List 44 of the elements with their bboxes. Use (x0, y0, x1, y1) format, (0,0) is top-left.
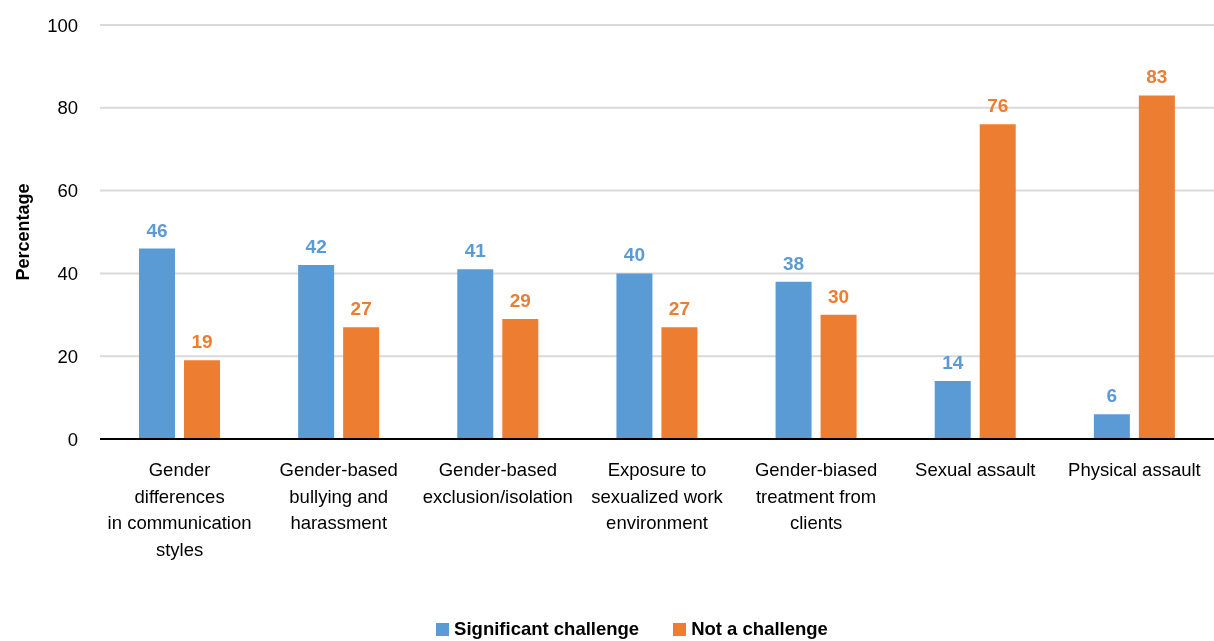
bar (1093, 414, 1130, 439)
x-tick-label: Gender-based exclusion/isolation (422, 459, 573, 507)
y-tick-label: 60 (57, 180, 78, 202)
data-label: 29 (509, 289, 531, 311)
x-tick-label: Gender-biased treatment from clients (754, 459, 878, 533)
data-label: 14 (942, 352, 964, 374)
data-label: 76 (987, 95, 1009, 117)
data-label: 41 (464, 240, 487, 262)
y-tick-label: 80 (57, 97, 78, 119)
bar (457, 269, 494, 439)
bar (298, 265, 335, 439)
bar (934, 381, 971, 439)
data-label: 38 (783, 252, 805, 274)
legend-label: Significant challenge (454, 618, 640, 640)
data-label: 27 (350, 298, 372, 320)
bar (661, 327, 698, 439)
x-tick-label: Exposure to sexualized work environment (591, 459, 724, 533)
bar (979, 124, 1016, 439)
legend-label: Not a challenge (691, 618, 828, 640)
bar (184, 360, 220, 439)
bar (139, 248, 175, 439)
data-label: 27 (668, 298, 690, 320)
x-tick-label: Gender-based bullying and harassment (279, 459, 398, 533)
bar (775, 281, 812, 439)
data-label: 6 (1106, 385, 1118, 407)
y-tick-label: 20 (57, 345, 78, 367)
data-label: 46 (146, 219, 168, 241)
y-tick-label: 100 (47, 14, 78, 36)
bar (502, 318, 539, 439)
y-tick-label: 40 (57, 262, 78, 284)
y-axis-title: Percentage (13, 183, 33, 281)
y-tick-label: 0 (67, 428, 78, 450)
x-tick-label: Gender differences in communication styles (107, 459, 252, 560)
bar (1138, 95, 1175, 439)
bar (343, 327, 380, 439)
data-label: 42 (305, 236, 327, 258)
data-label: 19 (191, 331, 213, 353)
data-label: 30 (828, 285, 850, 307)
bar (616, 273, 653, 439)
data-label: 40 (623, 244, 645, 266)
data-label: 83 (1146, 66, 1168, 88)
x-tick-label: Physical assault (1068, 459, 1201, 480)
bar (820, 314, 857, 439)
x-tick-label: Sexual assault (915, 459, 1036, 480)
